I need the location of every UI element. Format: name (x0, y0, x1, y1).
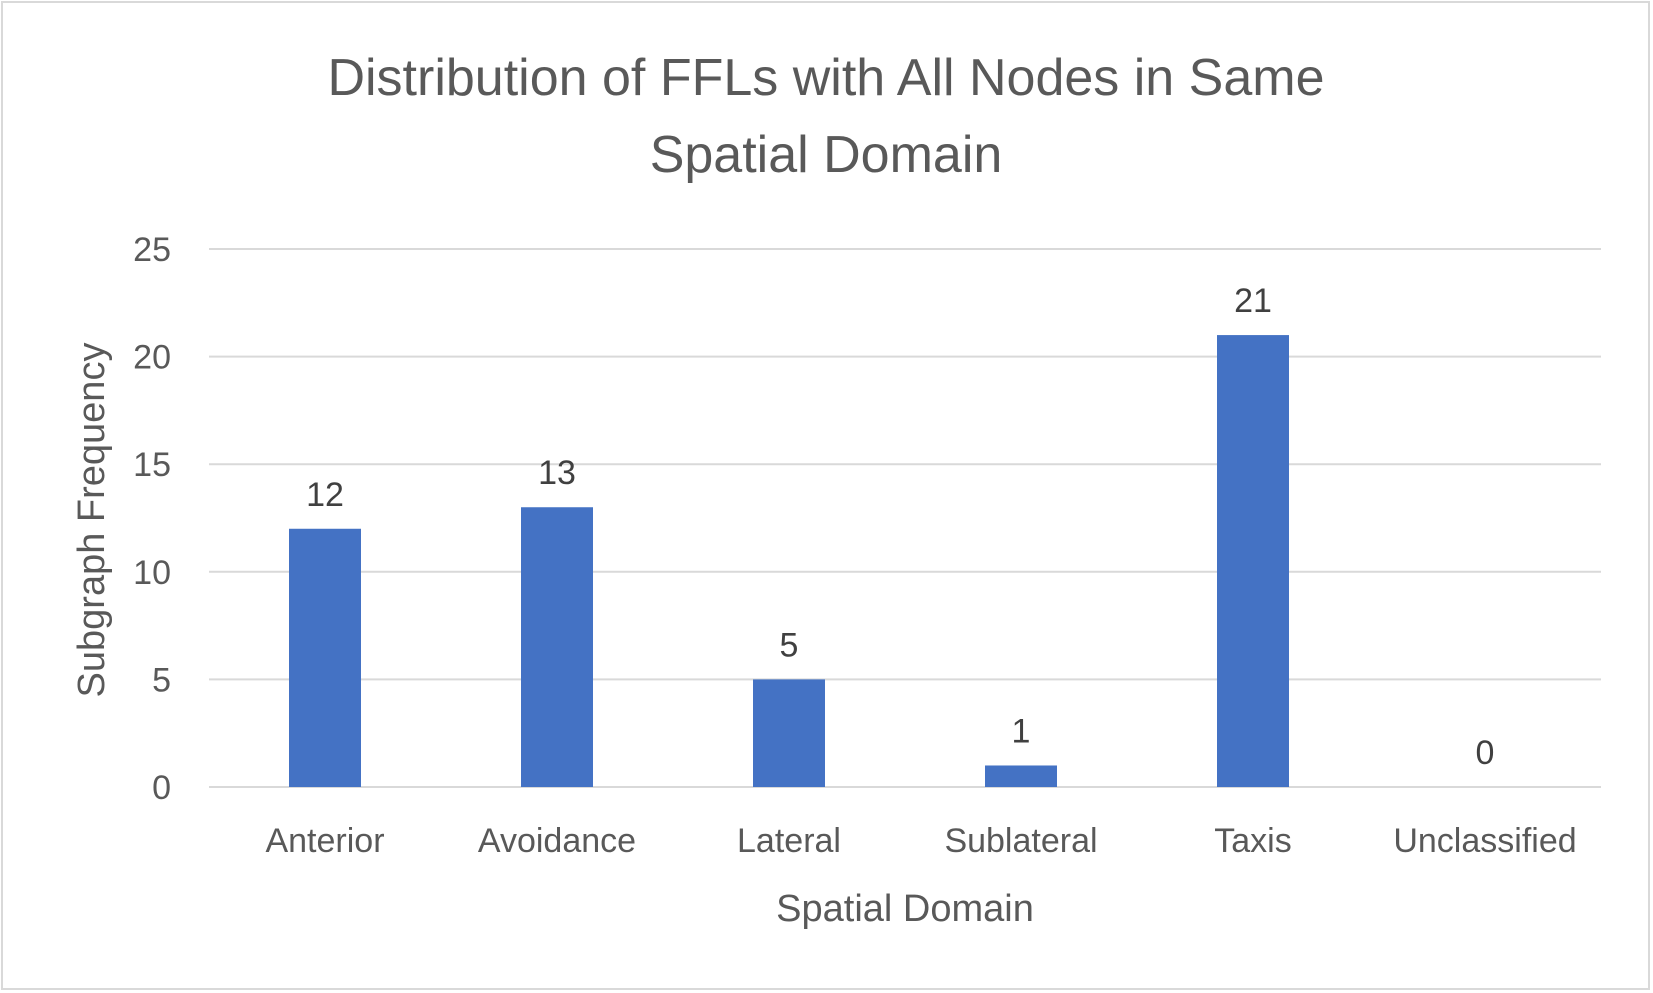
x-tick-label-sublateral: Sublateral (944, 822, 1097, 860)
data-label-unclassified: 0 (1476, 734, 1495, 772)
data-labels: 12 13 5 1 21 0 (306, 282, 1494, 772)
bars (289, 335, 1289, 787)
y-axis-title: Subgraph Frequency (71, 343, 113, 698)
y-tick-label: 10 (133, 554, 171, 592)
chart-title-line-2: Spatial Domain (650, 126, 1003, 184)
data-label-avoidance: 13 (538, 454, 576, 492)
bar-avoidance (521, 507, 593, 787)
x-tick-label-taxis: Taxis (1214, 822, 1291, 860)
y-tick-label: 0 (152, 769, 171, 807)
y-tick-label: 15 (133, 446, 171, 484)
data-label-anterior: 12 (306, 476, 344, 514)
bar-lateral (753, 679, 825, 787)
bar-anterior (289, 528, 361, 787)
x-tick-label-unclassified: Unclassified (1393, 822, 1576, 860)
x-tick-label-avoidance: Avoidance (478, 822, 636, 860)
y-tick-label: 20 (133, 339, 171, 377)
y-tick-label: 5 (152, 661, 171, 699)
bar-sublateral (985, 765, 1057, 787)
y-tick-label: 25 (133, 231, 171, 269)
x-axis-title: Spatial Domain (776, 888, 1034, 930)
y-axis-ticks: 0 5 10 15 20 25 (133, 231, 171, 807)
data-label-lateral: 5 (780, 626, 799, 664)
bar-taxis (1217, 335, 1289, 787)
data-label-taxis: 21 (1234, 282, 1272, 320)
chart-title: Distribution of FFLs with All Nodes in S… (327, 49, 1324, 184)
x-axis-ticks: Anterior Avoidance Lateral Sublateral Taxis U… (265, 822, 1576, 860)
data-label-sublateral: 1 (1012, 712, 1031, 750)
chart-title-line-1: Distribution of FFLs with All Nodes in S… (327, 49, 1324, 107)
x-tick-label-anterior: Anterior (265, 822, 384, 860)
x-tick-label-lateral: Lateral (737, 822, 841, 860)
gridlines (209, 248, 1601, 788)
